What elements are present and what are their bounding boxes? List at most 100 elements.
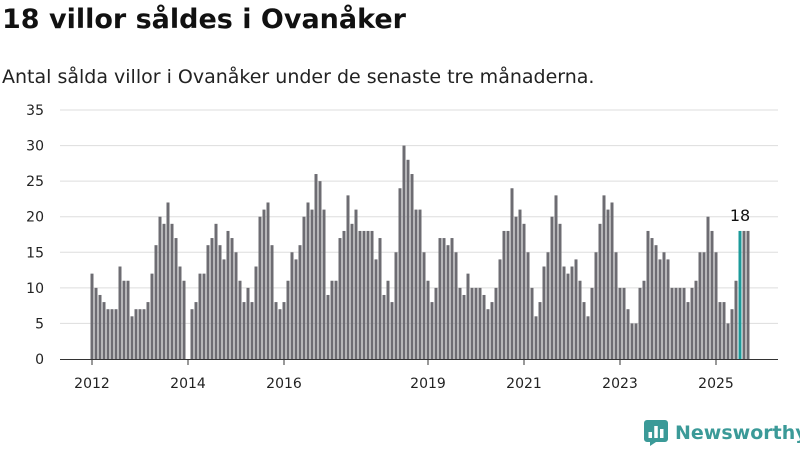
brand-name: Newsworthy (675, 422, 800, 444)
bar (674, 287, 678, 359)
bar (306, 202, 310, 359)
y-tick-label: 5 (35, 316, 44, 332)
bar (562, 266, 566, 359)
bar (254, 266, 258, 359)
bar (94, 287, 98, 359)
bar (354, 209, 358, 359)
bar (494, 287, 498, 359)
bar (454, 252, 458, 359)
newsworthy-logo: Newsworthy (644, 418, 800, 448)
bar (162, 223, 166, 359)
bar (322, 209, 326, 359)
bar (310, 209, 314, 359)
bars (90, 145, 750, 359)
bar (502, 230, 506, 359)
bar (394, 252, 398, 359)
bar (714, 252, 718, 359)
bar (698, 252, 702, 359)
bar (274, 302, 278, 359)
bar (382, 294, 386, 359)
bar (314, 174, 318, 359)
bar (410, 174, 414, 359)
bar (418, 209, 422, 359)
bar (534, 316, 538, 359)
bar (386, 280, 390, 359)
y-tick-label: 15 (26, 245, 44, 261)
bar (318, 181, 322, 359)
bar (150, 273, 154, 359)
bar (106, 309, 110, 359)
bar (662, 252, 666, 359)
bar (438, 238, 442, 359)
bar (566, 273, 570, 359)
bar (362, 230, 366, 359)
bar (666, 259, 670, 359)
bar (726, 323, 730, 359)
bar (654, 245, 658, 359)
bar (570, 266, 574, 359)
bar-chart-logo-icon (644, 420, 668, 446)
bar (682, 287, 686, 359)
bar (458, 287, 462, 359)
bar (430, 302, 434, 359)
x-tick-label: 2012 (74, 376, 110, 392)
bar (730, 309, 734, 359)
bar (118, 266, 122, 359)
bar (434, 287, 438, 359)
bar (250, 302, 254, 359)
bar (90, 273, 94, 359)
bar (582, 302, 586, 359)
bar (330, 280, 334, 359)
bar (518, 209, 522, 359)
bar (626, 309, 630, 359)
bar (442, 238, 446, 359)
bar (706, 216, 710, 359)
bar (214, 223, 218, 359)
bar (426, 280, 430, 359)
bar (358, 230, 362, 359)
bar (258, 216, 262, 359)
bar (218, 245, 222, 359)
bar (462, 294, 466, 359)
bar (618, 287, 622, 359)
bar (590, 287, 594, 359)
bar (622, 287, 626, 359)
bar (142, 309, 146, 359)
bar (646, 230, 650, 359)
bar (226, 230, 230, 359)
bar (610, 202, 614, 359)
bar (154, 245, 158, 359)
bar (482, 294, 486, 359)
y-tick-label: 30 (26, 139, 44, 155)
bar (638, 287, 642, 359)
bar (510, 188, 514, 359)
bar (294, 259, 298, 359)
bar (298, 245, 302, 359)
x-tick-label: 2014 (170, 376, 206, 392)
bar (658, 259, 662, 359)
bar (578, 280, 582, 359)
bar (170, 223, 174, 359)
bar (202, 273, 206, 359)
bar (634, 323, 638, 359)
bar (538, 302, 542, 359)
y-axis-labels: 0 5 10 15 20 25 30 35 (26, 103, 44, 368)
highlighted-bar (738, 230, 742, 359)
bar (342, 230, 346, 359)
x-tick-label: 2016 (266, 376, 302, 392)
bar (486, 309, 490, 359)
bar (130, 316, 134, 359)
bar (374, 259, 378, 359)
bar (182, 280, 186, 359)
bar (198, 273, 202, 359)
bar (278, 309, 282, 359)
y-tick-label: 25 (26, 174, 44, 190)
bar (470, 287, 474, 359)
bar (530, 287, 534, 359)
y-tick-label: 20 (26, 210, 44, 226)
bar (414, 209, 418, 359)
bar (526, 252, 530, 359)
page-title: 18 villor såldes i Ovanåker (2, 4, 406, 35)
bar (742, 230, 746, 359)
